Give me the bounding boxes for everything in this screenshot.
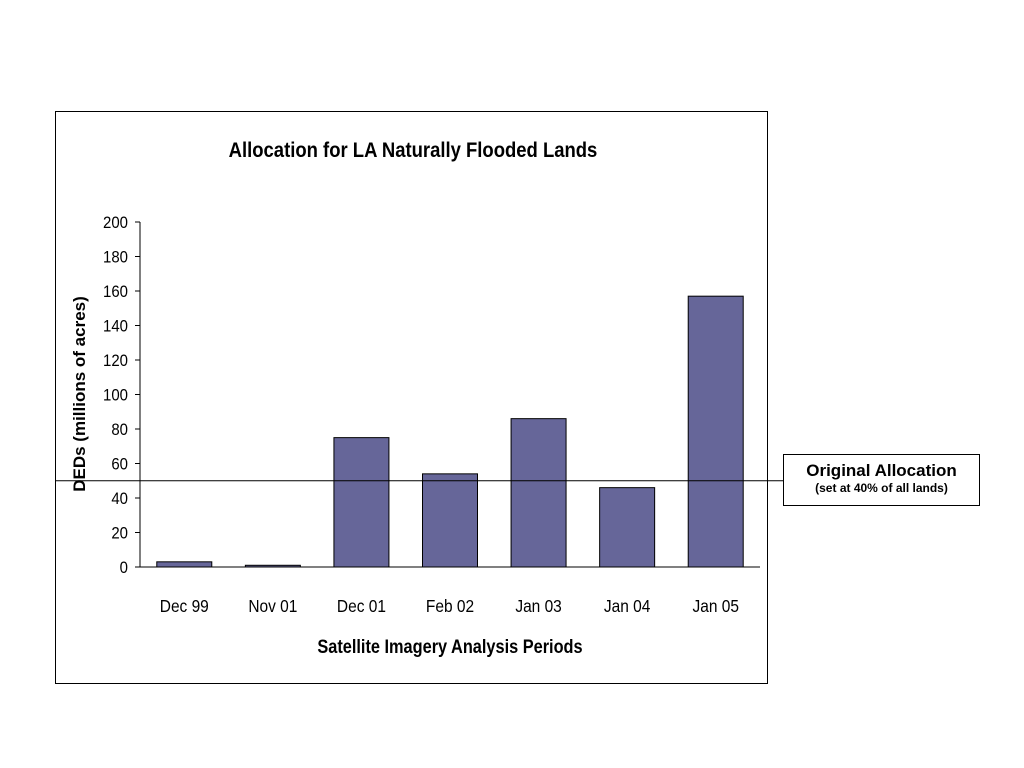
x-axis-tick-labels: Dec 99 Nov 01 Dec 01 Feb 02 Jan 03 Jan 04 Jan … bbox=[160, 596, 739, 616]
x-axis-label: Satellite Imagery Analysis Periods bbox=[317, 636, 582, 657]
annotation-title: Original Allocation bbox=[806, 461, 957, 480]
x-tick-label: Nov 01 bbox=[248, 596, 297, 616]
y-axis-ticks: 0 20 40 60 80 100 120 140 160 180 200 bbox=[103, 214, 140, 577]
x-tick-label: Jan 04 bbox=[604, 596, 650, 616]
y-tick-label: 140 bbox=[103, 318, 128, 336]
bar-jan-05 bbox=[687, 295, 744, 568]
y-tick-label: 80 bbox=[111, 421, 128, 439]
annotation-subtitle: (set at 40% of all lands) bbox=[815, 481, 948, 495]
chart-title: Allocation for LA Naturally Flooded Land… bbox=[229, 139, 598, 162]
x-tick-label: Dec 99 bbox=[160, 596, 209, 616]
x-tick-label: Dec 01 bbox=[337, 596, 386, 616]
x-tick-label: Jan 03 bbox=[515, 596, 561, 616]
y-tick-label: 60 bbox=[111, 456, 128, 474]
y-tick-label: 0 bbox=[120, 559, 128, 577]
bar-chart: Allocation for LA Naturally Flooded Land… bbox=[70, 139, 760, 657]
reference-line-layer bbox=[56, 480, 783, 482]
y-axis-label: DEDs (millions of acres) bbox=[70, 296, 89, 492]
x-tick-label: Feb 02 bbox=[426, 596, 474, 616]
y-tick-label: 160 bbox=[103, 283, 128, 301]
bar-dec-01 bbox=[333, 437, 390, 568]
bar-feb-02 bbox=[422, 473, 478, 568]
y-tick-label: 20 bbox=[111, 525, 128, 543]
y-tick-label: 180 bbox=[103, 249, 128, 267]
bars bbox=[156, 295, 744, 568]
y-tick-label: 200 bbox=[103, 214, 128, 232]
y-tick-label: 100 bbox=[103, 387, 128, 405]
bar-jan-04 bbox=[599, 487, 656, 568]
original-allocation-annotation: Original Allocation (set at 40% of all l… bbox=[783, 454, 980, 506]
y-tick-label: 120 bbox=[103, 352, 128, 370]
chart-frame: Allocation for LA Naturally Flooded Land… bbox=[55, 111, 783, 684]
x-tick-label: Jan 05 bbox=[693, 596, 739, 616]
y-tick-label: 40 bbox=[111, 490, 128, 508]
